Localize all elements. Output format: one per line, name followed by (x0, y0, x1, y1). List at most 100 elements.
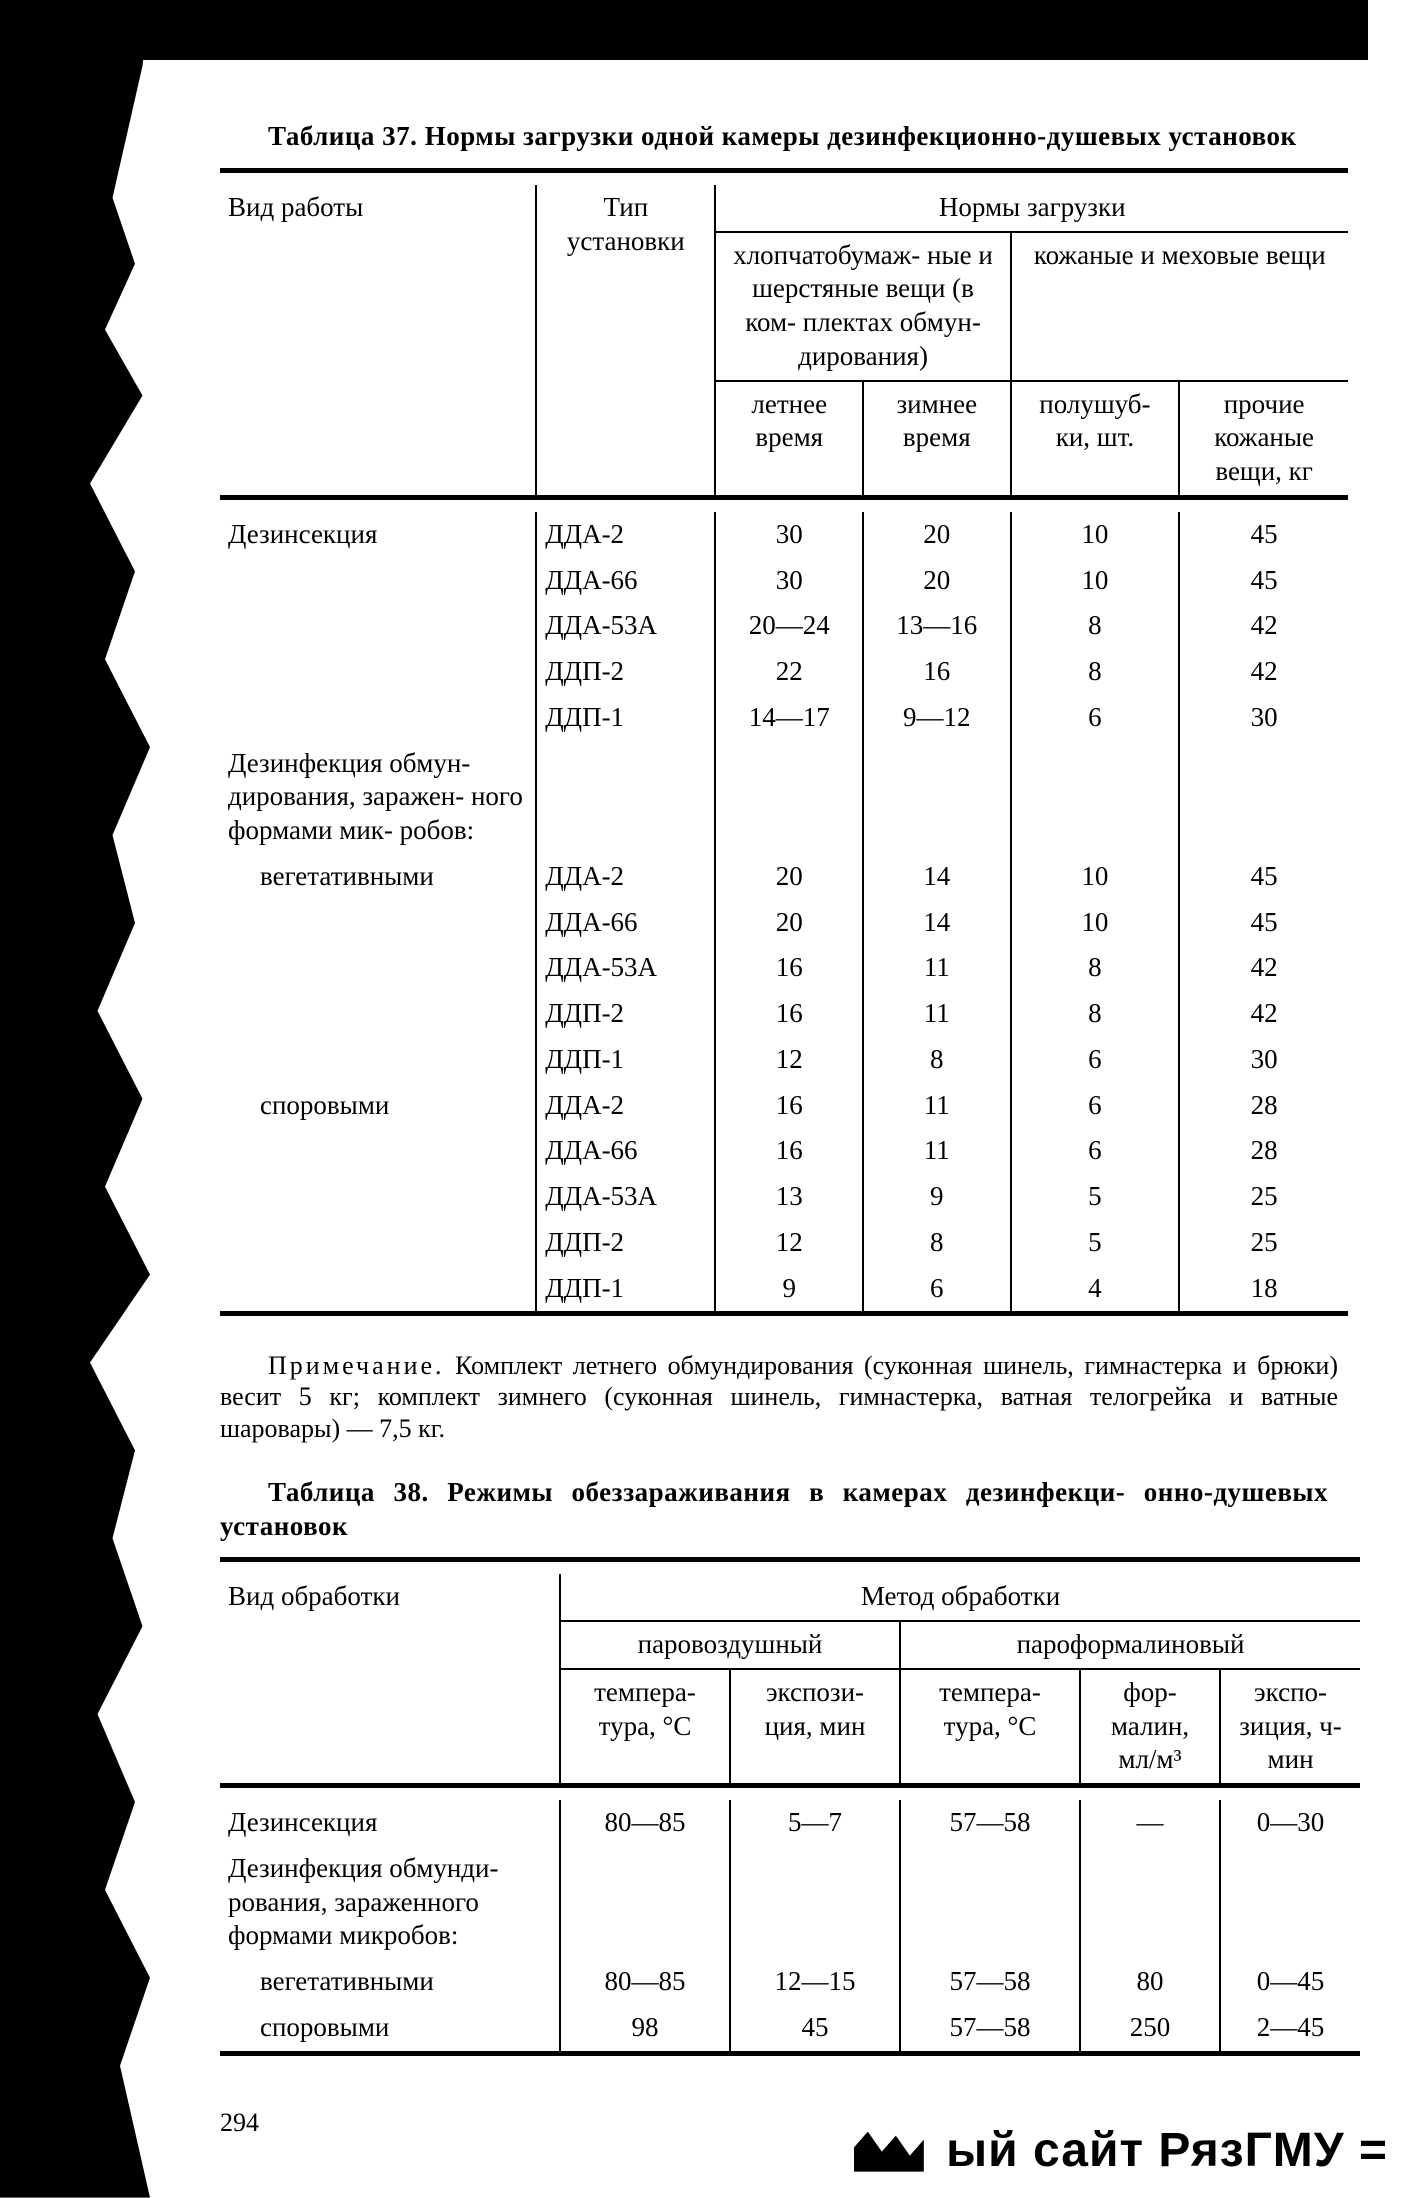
cell-inst: ДДА-66 (536, 900, 715, 946)
t38-caption-prefix: Таблица 38. (268, 1477, 429, 1507)
cell: 18 (1179, 1266, 1348, 1314)
row-label (220, 900, 536, 946)
table-row: вегетативнымиДДА-220141045 (220, 854, 1348, 900)
cell: 8 (863, 1220, 1011, 1266)
cell: 80 (1080, 1959, 1220, 2005)
cell: 8 (1011, 945, 1180, 991)
cell: вегетативными (220, 1959, 560, 2005)
cell: 12 (715, 1220, 863, 1266)
row-label: споровыми (220, 1083, 536, 1129)
t37-group2-label-row: Дезинфекция обмун- дирования, заражен- н… (220, 741, 1348, 854)
row-label (220, 1220, 536, 1266)
table-row: ДДП-21611842 (220, 991, 1348, 1037)
table38: Вид обработки Метод обработки паровоздуш… (220, 1557, 1360, 2067)
cell: — (1080, 1800, 1220, 1846)
t37-h-work: Вид работы (220, 185, 536, 498)
cell-inst: ДДА-53А (536, 1174, 715, 1220)
cell-inst: ДДА-53А (536, 603, 715, 649)
cell: 11 (863, 945, 1011, 991)
t37-h-norms: Нормы загрузки (715, 185, 1348, 232)
cell: 8 (863, 1037, 1011, 1083)
row-label (220, 991, 536, 1037)
table-row: ДДА-661611628 (220, 1128, 1348, 1174)
cell: 14—17 (715, 695, 863, 741)
cell: 10 (1011, 512, 1180, 558)
cell: 25 (1179, 1220, 1348, 1266)
t37-h-summer: летнее время (715, 381, 863, 498)
table37: Вид работы Тип установки Нормы загрузки … (220, 168, 1348, 1329)
cell: 25 (1179, 1174, 1348, 1220)
cell: 80—85 (560, 1959, 730, 2005)
cell: 45 (730, 2005, 900, 2053)
table-row: ДДП-196418 (220, 1266, 1348, 1314)
table37-note: Примечание. Комплект летнего обмундирова… (220, 1350, 1338, 1444)
table-row: ДДА-6630201045 (220, 558, 1348, 604)
cell-inst: ДДА-2 (536, 854, 715, 900)
row-label: Дезинсекция (220, 512, 536, 558)
table-row: ДДА-53А20—2413—16842 (220, 603, 1348, 649)
table-row: ДДП-114—179—12630 (220, 695, 1348, 741)
t38-group-label-row: Дезинфекция обмунди- рования, зараженног… (220, 1846, 1360, 1959)
t37-h-winter: зимнее время (863, 381, 1011, 498)
cell: 5 (1011, 1220, 1180, 1266)
row-label (220, 649, 536, 695)
cell: 45 (1179, 558, 1348, 604)
table-row: споровымиДДА-21611628 (220, 1083, 1348, 1129)
cell: 250 (1080, 2005, 1220, 2053)
scanned-page: Таблица 37. Нормы загрузки одной камеры … (0, 0, 1408, 2198)
cell: 10 (1011, 558, 1180, 604)
cell: 10 (1011, 854, 1180, 900)
cell: 6 (1011, 1128, 1180, 1174)
scan-artifact-top (0, 0, 1368, 60)
cell: 8 (1011, 991, 1180, 1037)
cell: 16 (863, 649, 1011, 695)
cell: 5 (1011, 1174, 1180, 1220)
row-label: вегетативными (220, 854, 536, 900)
cell-inst: ДДП-1 (536, 1037, 715, 1083)
t38-group-label: Дезинфекция обмунди- рования, зараженног… (220, 1846, 560, 1959)
cell: 42 (1179, 991, 1348, 1037)
t37-group-vegetative: вегетативнымиДДА-220141045ДДА-6620141045… (220, 854, 1348, 1083)
cell: 98 (560, 2005, 730, 2053)
cell: 30 (715, 512, 863, 558)
cell: 28 (1179, 1083, 1348, 1129)
table37-caption-text: Нормы загрузки одной камеры дезинфекцион… (417, 121, 1296, 151)
cell: 9—12 (863, 695, 1011, 741)
row-label (220, 1128, 536, 1174)
t38-h-method: Метод обработки (560, 1574, 1360, 1621)
cell: 28 (1179, 1128, 1348, 1174)
cell: 57—58 (900, 1800, 1080, 1846)
cell: 42 (1179, 603, 1348, 649)
table-row: ДДА-53А1611842 (220, 945, 1348, 991)
cell: споровыми (220, 2005, 560, 2053)
t38-h-steam: паровоздушный (560, 1621, 900, 1669)
cell: 30 (1179, 695, 1348, 741)
t37-group2-label: Дезинфекция обмун- дирования, заражен- н… (220, 741, 536, 854)
cell: 30 (1179, 1037, 1348, 1083)
t38-h-e2: экспо- зиция, ч-мин (1220, 1669, 1360, 1786)
row-label (220, 945, 536, 991)
cell: 45 (1179, 512, 1348, 558)
cell-inst: ДДП-2 (536, 991, 715, 1037)
t37-h-leather: кожаные и меховые вещи (1011, 232, 1348, 381)
site-watermark-suffix: = (1359, 2124, 1388, 2177)
cell: 4 (1011, 1266, 1180, 1314)
table38-caption: Таблица 38. Режимы обеззараживания в кам… (220, 1476, 1328, 1544)
t37-h-sheep: полушуб- ки, шт. (1011, 381, 1180, 498)
cell: 9 (863, 1174, 1011, 1220)
t38-h-t1: темпера- тура, °C (560, 1669, 730, 1786)
scan-artifact-left (0, 0, 150, 2198)
t37-h-cotton: хлопчатобумаж- ные и шерстяные вещи (в к… (715, 232, 1010, 381)
cell-inst: ДДА-66 (536, 558, 715, 604)
cell: 16 (715, 1083, 863, 1129)
row-label (220, 1174, 536, 1220)
cell: 6 (863, 1266, 1011, 1314)
cell-inst: ДДА-2 (536, 1083, 715, 1129)
cell: 13 (715, 1174, 863, 1220)
cell: 20 (715, 900, 863, 946)
cell: 20 (863, 512, 1011, 558)
cell: 5—7 (730, 1800, 900, 1846)
cell: 42 (1179, 649, 1348, 695)
t38-h-e1: экспози- ция, мин (730, 1669, 900, 1786)
t38-row-spore: споровыми 98 45 57—58 250 2—45 (220, 2005, 1360, 2053)
